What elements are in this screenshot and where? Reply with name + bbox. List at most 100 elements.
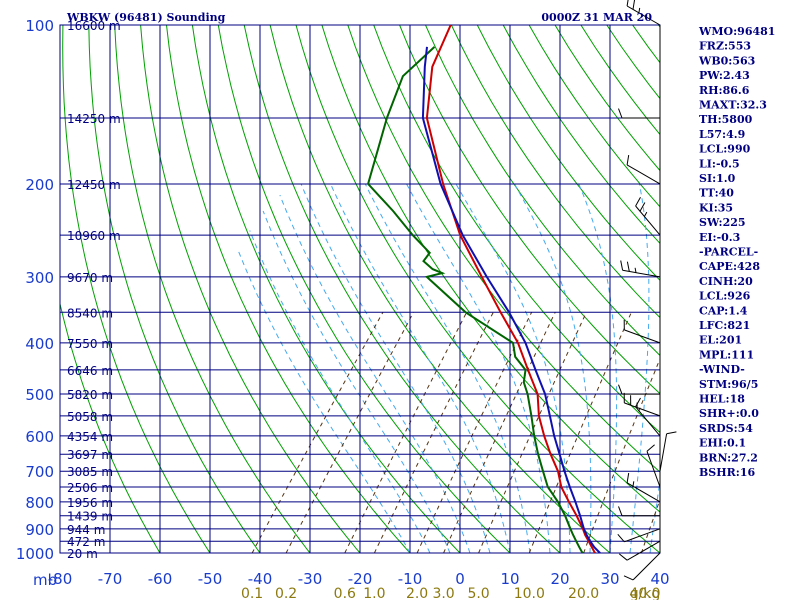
wind-barb-feather (635, 197, 641, 207)
height-label: 16600 m (67, 19, 121, 33)
mixing-ratio-tick-label: 0.1 (241, 586, 263, 600)
sounding-index-label: WMO:96481 (698, 25, 775, 38)
sounding-index-label: EI:-0.3 (699, 231, 740, 244)
moist-adiabat-line (236, 248, 411, 553)
dry-adiabat-line (217, 25, 511, 553)
pressure-tick-label: 100 (25, 17, 54, 35)
height-label: 5058 m (67, 410, 113, 424)
dry-adiabat-line (450, 25, 660, 319)
height-label: 9670 m (67, 271, 113, 285)
profile-lines (366, 25, 601, 553)
sounding-index-label: RH:86.6 (699, 84, 750, 97)
height-label: 14250 m (67, 112, 121, 126)
mixing-ratio-line (640, 498, 660, 553)
moist-adiabat-line (578, 183, 618, 553)
dry-adiabat-line (140, 25, 361, 553)
temperature-tick-label: -60 (148, 570, 173, 588)
wind-barb-staff (626, 164, 661, 185)
wind-barb-staff (632, 552, 661, 581)
moist-adiabat-line (455, 183, 571, 553)
wind-barb-feather (618, 384, 623, 395)
dry-adiabat-line (295, 25, 660, 553)
moist-adiabat-line (249, 230, 431, 553)
wind-barb-staff (635, 406, 661, 437)
mixing-ratio-tick-label: 40.0 (629, 586, 660, 600)
wind-barb-staff (646, 451, 661, 488)
moist-adiabat-line (514, 183, 592, 553)
pressure-tick-label: 400 (25, 335, 54, 353)
wind-barb-staff (624, 329, 661, 344)
sounding-index-label: PW:2.43 (699, 69, 750, 82)
mixing-ratio-tick-label: 1.0 (363, 586, 385, 600)
height-label: 3085 m (67, 465, 113, 479)
mixing-ratio-tick-label: 3.0 (432, 586, 454, 600)
sounding-index-label: WB0:563 (698, 54, 755, 67)
sounding-index-label: LFC:821 (699, 319, 750, 332)
dry-adiabat-line (166, 25, 411, 553)
temperature-tick-label: -10 (398, 570, 423, 588)
sounding-index-label: KI:35 (699, 201, 733, 214)
mixing-ratio-tick-label: 5.0 (467, 586, 489, 600)
height-label: 12450 m (67, 178, 121, 192)
temperature-tick-label: -30 (298, 570, 323, 588)
mixing-ratio-tick-label: 2.0 (406, 586, 428, 600)
dry-adiabat-line (60, 301, 161, 553)
sounding-index-label: MPL:111 (699, 348, 754, 361)
temperature-tick-label: -70 (98, 570, 123, 588)
sounding-index-label: BSHR:16 (699, 466, 755, 479)
wind-barb-feather (626, 472, 630, 483)
sounding-index-label: -PARCEL- (699, 246, 758, 259)
temperature-tick-label: 30 (600, 570, 619, 588)
mixing-ratio-tick-label: 20.0 (568, 586, 599, 600)
sounding-index-label: MAXT:32.3 (699, 99, 767, 112)
wind-barbs (617, 0, 677, 581)
sounding-index-label: CINH:20 (699, 275, 753, 288)
dry-adiabat-line (243, 25, 561, 553)
height-label: 4354 m (67, 430, 113, 444)
mixing-ratio-unit-label: g/kg (630, 586, 661, 600)
wind-barb-feather (632, 0, 636, 10)
pressure-tick-label: 1000 (16, 545, 54, 563)
wind-barb-feather (639, 202, 646, 212)
sounding-index-label: LCL:926 (699, 290, 751, 303)
temperature-tick-labels: -80 -70 -60 -50 -40 -30 -20 -10 0 10 20 30 40 (48, 570, 670, 588)
station-title: WBKW (96481) Sounding (66, 11, 226, 24)
mixing-ratio-line (528, 312, 632, 553)
height-label: 8540 m (67, 306, 113, 320)
sounding-index-label: LI:-0.5 (699, 157, 740, 170)
wind-barb-staff (626, 540, 661, 561)
sounding-index-label: SW:225 (699, 216, 746, 229)
wind-barb-staff (624, 528, 661, 543)
temperature-tick-label: -80 (48, 570, 73, 588)
height-label: 6646 m (67, 364, 113, 378)
wind-barb-staff (622, 269, 661, 278)
mixing-ratio-tick-label: 10.0 (514, 586, 545, 600)
temperature-tick-label: 10 (500, 570, 519, 588)
pressure-tick-label: 900 (25, 521, 54, 539)
sounding-index-label: SI:1.0 (699, 172, 736, 185)
dry-adiabat-line (88, 25, 261, 553)
wind-barb-staff (659, 433, 668, 472)
dry-adiabat-line (114, 25, 311, 553)
wind-barb-feather (618, 553, 628, 561)
wind-barb-feather (635, 397, 641, 408)
dry-adiabat-line (580, 25, 660, 136)
wind-barb-feather (626, 155, 630, 165)
dry-adiabat-line (425, 25, 660, 357)
profile-series-line-1 (366, 46, 584, 553)
wind-barb-feather (623, 575, 634, 581)
temperature-tick-label: -50 (198, 570, 223, 588)
valid-time: 0000Z 31 MAR 20 (541, 11, 652, 24)
sounding-index-label: -WIND- (699, 363, 745, 376)
moist-adiabat-line (262, 210, 451, 553)
wind-barb-feather (618, 506, 623, 516)
sounding-index-label: CAP:1.4 (699, 304, 748, 317)
sounding-index-label: FRZ:553 (699, 40, 751, 53)
mixing-ratio-line (251, 312, 384, 553)
dry-adiabat-line (399, 25, 660, 395)
height-label: 2506 m (67, 481, 113, 495)
sounding-index-label: TH:5800 (699, 113, 753, 126)
pressure-tick-label: 200 (25, 176, 54, 194)
moist-adiabat-line (279, 194, 471, 553)
dry-adiabat-line (321, 25, 660, 513)
